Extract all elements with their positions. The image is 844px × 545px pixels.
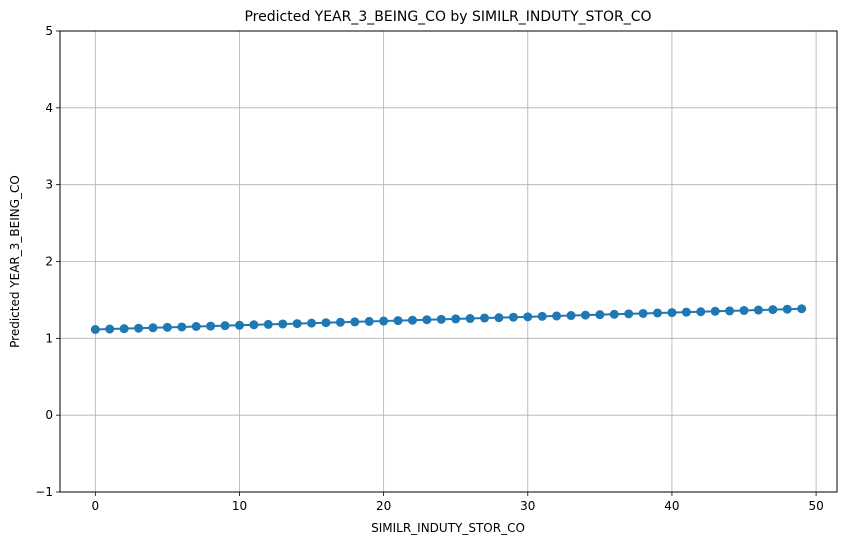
x-tick-label: 10: [232, 499, 247, 513]
data-point: [580, 310, 590, 320]
data-point: [249, 320, 259, 330]
x-axis-title: SIMILR_INDUTY_STOR_CO: [371, 521, 525, 535]
data-point: [624, 309, 634, 319]
data-point: [681, 307, 691, 317]
data-point: [436, 314, 446, 324]
data-point: [480, 313, 490, 323]
data-point: [407, 315, 417, 325]
data-point: [350, 317, 360, 327]
data-point: [494, 313, 504, 323]
data-point: [162, 322, 172, 332]
data-point: [537, 311, 547, 321]
data-point: [523, 312, 533, 322]
x-tick-label: 30: [520, 499, 535, 513]
y-tick-label: 0: [45, 408, 53, 422]
y-tick-label: 5: [45, 24, 53, 38]
y-tick-label: −1: [35, 485, 53, 499]
data-point: [292, 319, 302, 329]
data-point: [552, 311, 562, 321]
data-point: [451, 314, 461, 324]
data-point: [177, 322, 187, 332]
series-line: [95, 307, 802, 331]
data-point: [105, 324, 115, 334]
data-point: [134, 323, 144, 333]
data-point: [379, 316, 389, 326]
y-tick-label: 4: [45, 101, 53, 115]
data-point: [206, 321, 216, 331]
data-point: [422, 315, 432, 325]
ticks: 0 10 20 30 40 50 −1 0 1 2 3 4 5: [35, 24, 823, 513]
data-point: [667, 308, 677, 318]
data-point: [609, 309, 619, 319]
y-axis-title: Predicted YEAR_3_BEING_CO: [8, 175, 22, 348]
data-point: [364, 316, 374, 326]
data-point: [696, 307, 706, 317]
data-point: [753, 305, 763, 315]
x-tick-label: 20: [376, 499, 391, 513]
data-point: [263, 319, 273, 329]
data-point: [278, 319, 288, 329]
data-point: [191, 322, 201, 332]
data-point: [335, 317, 345, 327]
x-tick-label: 50: [808, 499, 823, 513]
data-point: [90, 324, 100, 334]
data-point: [725, 306, 735, 316]
x-tick-label: 40: [664, 499, 679, 513]
data-point: [566, 311, 576, 321]
data-point: [653, 308, 663, 318]
data-point: [148, 323, 158, 333]
data-point: [119, 324, 129, 334]
data-point: [508, 312, 518, 322]
y-tick-label: 2: [45, 255, 53, 269]
y-tick-label: 1: [45, 331, 53, 345]
data-point: [710, 306, 720, 316]
series: [90, 304, 807, 334]
data-point: [797, 304, 807, 314]
data-point: [234, 320, 244, 330]
data-point: [638, 308, 648, 318]
grid: [60, 30, 837, 493]
x-tick-label: 0: [91, 499, 99, 513]
data-point: [782, 304, 792, 314]
data-point: [465, 314, 475, 324]
data-point: [595, 310, 605, 320]
chart-title: Predicted YEAR_3_BEING_CO by SIMILR_INDU…: [244, 9, 651, 25]
y-tick-label: 3: [45, 178, 53, 192]
data-point: [321, 318, 331, 328]
data-point: [739, 305, 749, 315]
data-point: [393, 316, 403, 326]
data-point: [220, 321, 230, 331]
data-point: [307, 318, 317, 328]
data-point: [768, 305, 778, 315]
